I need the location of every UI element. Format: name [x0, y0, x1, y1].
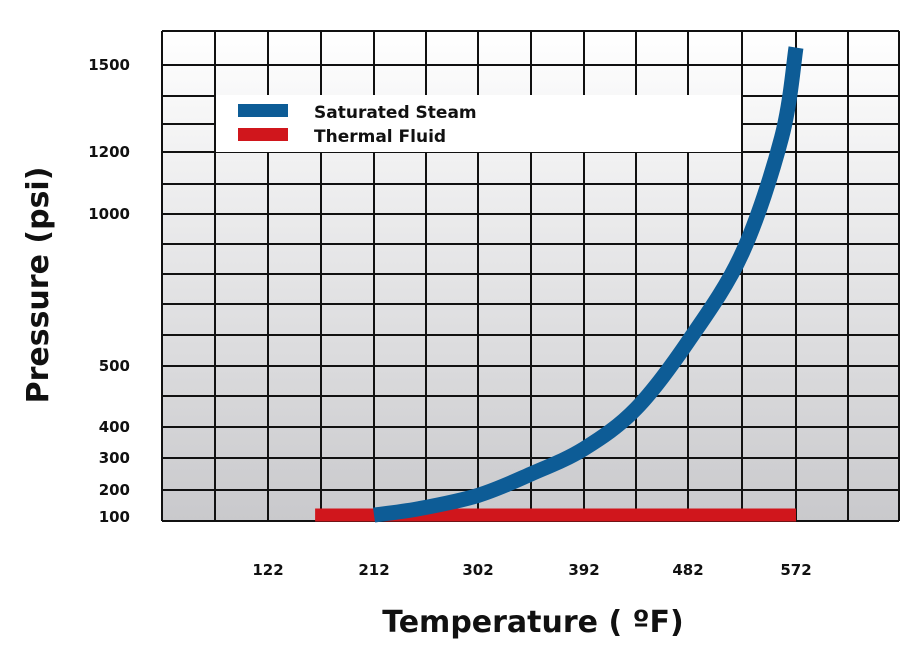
y-tick-label: 1200: [88, 143, 130, 161]
x-axis-title: Temperature ( ºF): [382, 605, 684, 640]
x-tick-label: 482: [672, 561, 703, 579]
legend-box: [216, 95, 741, 152]
y-tick-labels: 100 200 300 400 500 1000 1200 1500: [88, 56, 130, 526]
y-tick-label: 1000: [88, 205, 130, 223]
y-tick-label: 300: [99, 449, 130, 467]
series-layer: [315, 46, 804, 523]
series-line-saturated-steam: [372, 46, 804, 523]
x-tick-label: 212: [358, 561, 389, 579]
legend-swatch-saturated-steam: [238, 104, 288, 117]
x-tick-labels: 122 212 302 392 482 572: [252, 561, 811, 579]
y-tick-label: 100: [99, 508, 130, 526]
y-tick-label: 400: [99, 418, 130, 436]
y-tick-label: 1500: [88, 56, 130, 74]
x-tick-label: 572: [780, 561, 811, 579]
y-tick-label: 500: [99, 357, 130, 375]
y-axis-title: Pressure (psi): [21, 167, 56, 404]
legend-label-thermal-fluid: Thermal Fluid: [314, 127, 446, 147]
x-tick-label: 302: [462, 561, 493, 579]
y-tick-label: 200: [99, 481, 130, 499]
x-tick-label: 122: [252, 561, 283, 579]
x-tick-label: 392: [568, 561, 599, 579]
legend-swatch-thermal-fluid: [238, 128, 288, 141]
legend-label-saturated-steam: Saturated Steam: [314, 103, 477, 123]
